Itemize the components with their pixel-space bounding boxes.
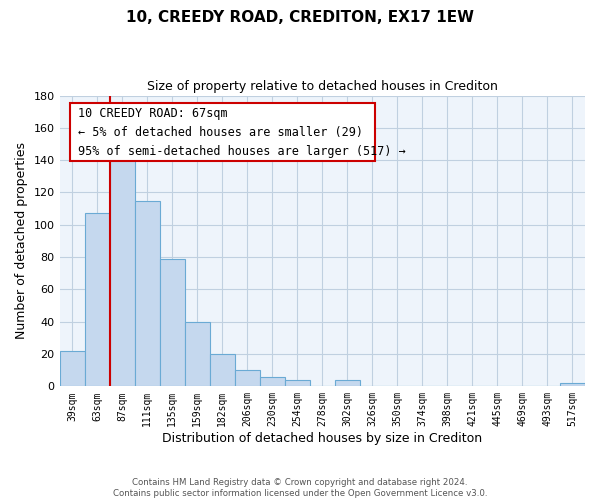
- Text: 10 CREEDY ROAD: 67sqm: 10 CREEDY ROAD: 67sqm: [78, 107, 227, 120]
- Text: 95% of semi-detached houses are larger (517) →: 95% of semi-detached houses are larger (…: [78, 145, 406, 158]
- Text: Contains HM Land Registry data © Crown copyright and database right 2024.
Contai: Contains HM Land Registry data © Crown c…: [113, 478, 487, 498]
- Bar: [335, 380, 360, 386]
- Bar: [160, 258, 185, 386]
- Bar: [85, 214, 110, 386]
- FancyBboxPatch shape: [70, 103, 375, 161]
- Text: 10, CREEDY ROAD, CREDITON, EX17 1EW: 10, CREEDY ROAD, CREDITON, EX17 1EW: [126, 10, 474, 25]
- Bar: [560, 383, 585, 386]
- X-axis label: Distribution of detached houses by size in Crediton: Distribution of detached houses by size …: [162, 432, 482, 445]
- Bar: [235, 370, 260, 386]
- Title: Size of property relative to detached houses in Crediton: Size of property relative to detached ho…: [147, 80, 498, 93]
- Bar: [134, 200, 160, 386]
- Y-axis label: Number of detached properties: Number of detached properties: [15, 142, 28, 340]
- Bar: [285, 380, 310, 386]
- Bar: [260, 376, 285, 386]
- Text: ← 5% of detached houses are smaller (29): ← 5% of detached houses are smaller (29): [78, 126, 363, 139]
- Bar: [209, 354, 235, 386]
- Bar: [59, 351, 85, 386]
- Bar: [110, 149, 134, 386]
- Bar: [185, 322, 209, 386]
